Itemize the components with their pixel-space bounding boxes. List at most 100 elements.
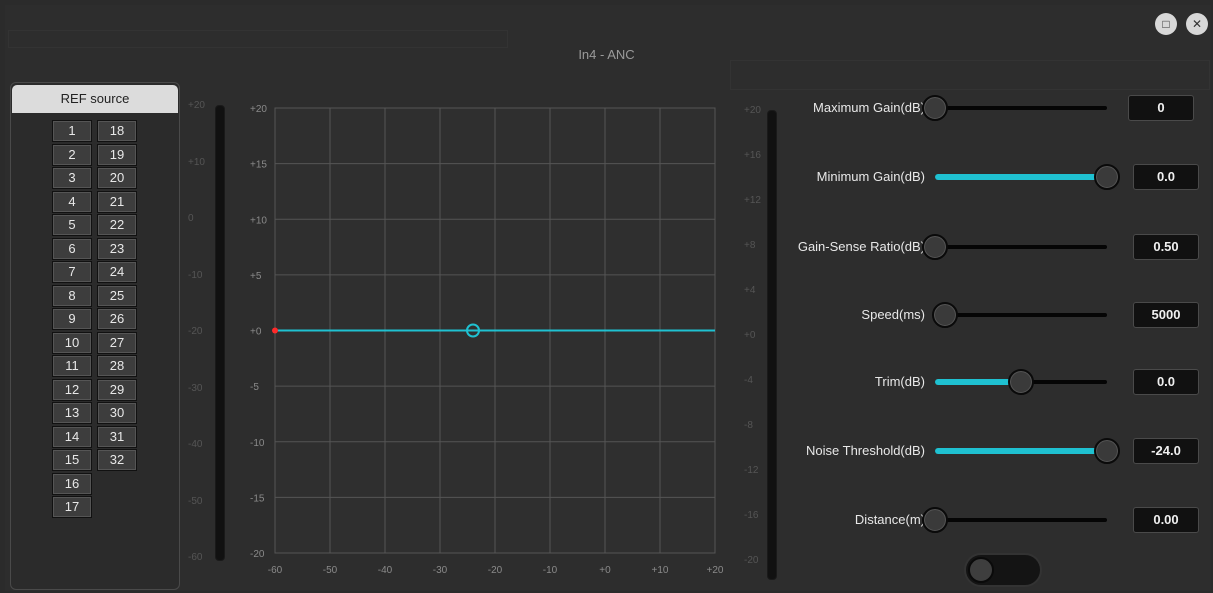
right-meter-tick: +16 — [744, 150, 761, 161]
gain-sense-ratio-db-value-field[interactable]: 0.50 — [1133, 234, 1199, 260]
graph-x-tick-label: +10 — [652, 565, 669, 576]
ref-source-button-16[interactable]: 16 — [52, 472, 92, 495]
noise-threshold-db-slider-fill — [935, 448, 1107, 454]
graph-y-tick-label: +15 — [250, 160, 267, 171]
right-meter-tick: +20 — [744, 105, 761, 116]
dialog-title: In4 - ANC — [578, 47, 635, 62]
ref-source-button-10[interactable]: 10 — [52, 331, 92, 354]
ref-source-button-28[interactable]: 28 — [97, 355, 137, 377]
trim-db-value-field[interactable]: 0.0 — [1133, 369, 1199, 395]
minimum-gain-db-slider[interactable] — [935, 174, 1107, 180]
distance-m-value-field[interactable]: 0.00 — [1133, 507, 1199, 533]
noise-threshold-db-slider[interactable] — [935, 448, 1107, 454]
graph-y-tick-label: +5 — [250, 271, 262, 282]
gain-sense-ratio-db-slider-thumb[interactable] — [922, 234, 948, 260]
right-meter-tick: +12 — [744, 195, 761, 206]
minimum-gain-db-slider-fill — [935, 174, 1107, 180]
noise-threshold-db-slider-thumb[interactable] — [1094, 438, 1120, 464]
trim-db-slider-thumb[interactable] — [1008, 369, 1034, 395]
maximum-gain-db-slider[interactable] — [935, 106, 1107, 110]
ref-source-button-25[interactable]: 25 — [97, 284, 137, 307]
graph-y-tick-label: +20 — [250, 104, 267, 115]
maximum-gain-db-slider-thumb[interactable] — [922, 95, 948, 121]
left-meter-tick: -10 — [188, 269, 203, 281]
speed-ms-slider[interactable] — [935, 312, 1107, 318]
noise-threshold-db-label: Noise Threshold(dB) — [806, 443, 925, 458]
gain-sense-ratio-db-slider[interactable] — [935, 245, 1107, 249]
toggle-knob — [968, 557, 994, 583]
ref-source-button-1[interactable]: 1 — [52, 120, 92, 142]
ref-source-button-14[interactable]: 14 — [52, 425, 92, 448]
left-meter-tick: -50 — [188, 495, 203, 507]
right-meter-tick: -4 — [744, 375, 753, 386]
graph-y-tick-label: -15 — [250, 493, 265, 504]
graph-y-tick-label: -5 — [250, 382, 259, 393]
gain-sense-ratio-db-label: Gain-Sense Ratio(dB) — [797, 239, 925, 254]
ref-source-button-20[interactable]: 20 — [97, 167, 137, 189]
graph-x-tick-label: -30 — [433, 565, 448, 576]
ref-source-button-8[interactable]: 8 — [52, 284, 92, 307]
output-level-meter — [767, 110, 777, 580]
ref-source-button-11[interactable]: 11 — [52, 355, 92, 377]
ref-source-button-27[interactable]: 27 — [97, 331, 137, 354]
left-meter-tick: +20 — [188, 100, 205, 111]
distance-m-slider-thumb[interactable] — [922, 507, 948, 533]
ref-source-button-19[interactable]: 19 — [97, 143, 137, 166]
ref-source-button-3[interactable]: 3 — [52, 167, 92, 189]
minimum-gain-db-value-field[interactable]: 0.0 — [1133, 164, 1199, 190]
graph-x-tick-label: +0 — [599, 565, 611, 576]
ref-source-button-23[interactable]: 23 — [97, 237, 137, 260]
ref-source-button-26[interactable]: 26 — [97, 308, 137, 330]
distance-m-slider[interactable] — [935, 518, 1107, 522]
ref-source-button-24[interactable]: 24 — [97, 261, 137, 283]
ref-source-panel: REF source — [10, 82, 180, 590]
ref-source-button-5[interactable]: 5 — [52, 214, 92, 236]
graph-y-tick-label: +0 — [250, 327, 262, 338]
ref-source-button-31[interactable]: 31 — [97, 425, 137, 448]
right-meter-tick: -8 — [744, 420, 753, 431]
right-meter-tick: -12 — [744, 465, 759, 476]
ref-source-button-32[interactable]: 32 — [97, 449, 137, 471]
ref-source-button-12[interactable]: 12 — [52, 378, 92, 401]
curve-start-marker — [272, 327, 278, 334]
right-meter-tick: +8 — [744, 240, 756, 251]
minimum-gain-db-slider-thumb[interactable] — [1094, 164, 1120, 190]
anc-curve-graph: +20 +15 +10 +5 +0 -5 -10 -15 -20 -60 -50 -40 -30 -20… — [250, 104, 724, 576]
speed-ms-slider-thumb[interactable] — [932, 302, 959, 328]
ref-source-button-6[interactable]: 6 — [52, 237, 92, 260]
left-meter-tick: -40 — [188, 439, 203, 450]
maximize-icon[interactable]: □ — [1155, 13, 1177, 35]
ref-source-button-2[interactable]: 2 — [52, 143, 92, 166]
ref-source-button-15[interactable]: 15 — [52, 449, 92, 471]
graph-x-tick-label: -10 — [543, 565, 558, 576]
right-meter-tick: -20 — [744, 555, 759, 566]
ref-source-button-29[interactable]: 29 — [97, 378, 137, 401]
input-level-meter — [215, 105, 225, 561]
right-meter-tick: -16 — [744, 510, 759, 521]
graph-x-tick-label: -60 — [268, 565, 283, 576]
graph-x-tick-label: -50 — [323, 565, 338, 576]
left-meter-tick: -20 — [188, 326, 203, 337]
left-meter-tick: 0 — [188, 213, 194, 224]
ref-source-button-4[interactable]: 4 — [52, 190, 92, 213]
ref-source-button-9[interactable]: 9 — [52, 308, 92, 330]
ref-source-title: REF source — [12, 85, 178, 113]
bypass-toggle-switch[interactable] — [964, 553, 1042, 587]
ref-source-button-18[interactable]: 18 — [97, 120, 137, 142]
speed-ms-label: Speed(ms) — [861, 307, 925, 322]
ref-source-button-22[interactable]: 22 — [97, 214, 137, 236]
ref-source-button-13[interactable]: 13 — [52, 402, 92, 424]
graph-x-tick-label: -40 — [378, 565, 393, 576]
ref-source-button-21[interactable]: 21 — [97, 190, 137, 213]
distance-m-label: Distance(m) — [854, 512, 925, 527]
close-icon[interactable]: ✕ — [1186, 13, 1208, 35]
graph-y-tick-label: +10 — [250, 215, 267, 226]
ref-source-button-7[interactable]: 7 — [52, 261, 92, 283]
right-meter-tick: +0 — [744, 330, 756, 341]
maximum-gain-db-value-field[interactable]: 0 — [1128, 95, 1194, 121]
curve-handle[interactable] — [466, 323, 480, 338]
speed-ms-value-field[interactable]: 5000 — [1133, 302, 1199, 328]
noise-threshold-db-value-field[interactable]: -24.0 — [1133, 438, 1199, 464]
ref-source-button-30[interactable]: 30 — [97, 402, 137, 424]
ref-source-button-17[interactable]: 17 — [52, 496, 92, 518]
